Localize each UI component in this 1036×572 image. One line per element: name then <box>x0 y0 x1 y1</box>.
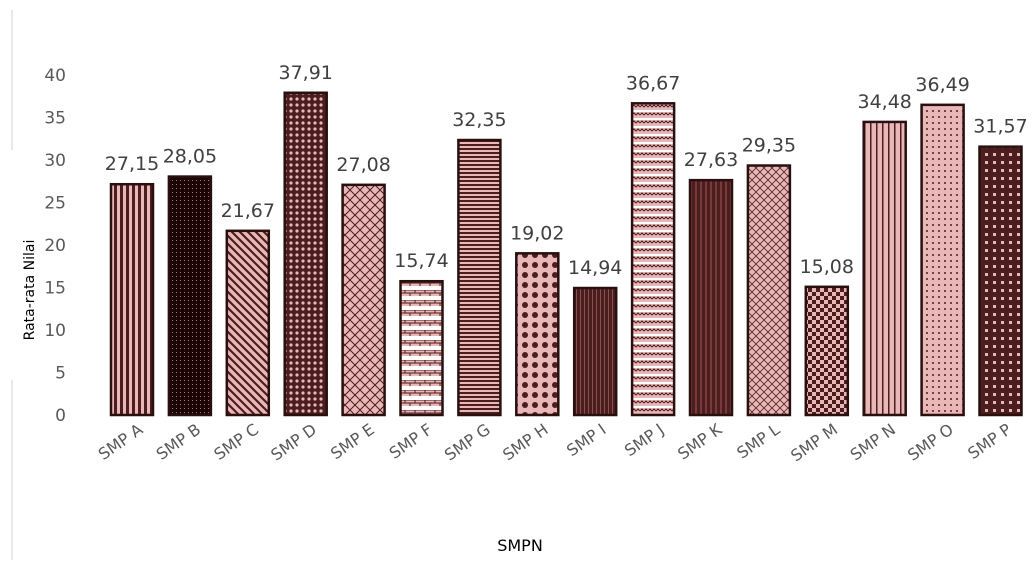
x-tick-label: SMP L <box>733 420 783 463</box>
bar <box>746 164 792 417</box>
data-label: 27,08 <box>336 154 390 176</box>
bar <box>167 175 213 417</box>
data-label: 15,74 <box>394 250 448 272</box>
data-label: 27,15 <box>105 153 159 175</box>
bar <box>109 182 155 417</box>
y-tick-label: 15 <box>44 279 66 299</box>
data-label: 36,49 <box>915 74 969 96</box>
data-label: 37,91 <box>278 62 332 84</box>
x-tick-label: SMP C <box>210 420 262 464</box>
bar <box>572 286 618 417</box>
bar <box>688 178 734 417</box>
data-label: 29,35 <box>742 135 796 157</box>
bar <box>920 103 965 417</box>
bar <box>225 229 271 417</box>
x-tick-label: SMP K <box>674 419 726 463</box>
x-tick-label: SMP D <box>267 420 320 465</box>
bar <box>399 279 444 417</box>
x-tick-label: SMP P <box>964 420 1015 463</box>
y-tick-label: 25 <box>44 194 66 214</box>
y-tick-label: 40 <box>44 66 66 86</box>
x-tick-label: SMP H <box>499 420 551 465</box>
bar <box>515 252 560 417</box>
data-label: 28,05 <box>163 146 217 168</box>
data-label: 14,94 <box>568 257 622 279</box>
bar <box>804 285 850 417</box>
data-label: 19,02 <box>510 222 564 244</box>
y-tick-label: 0 <box>55 406 66 426</box>
x-tick-label: SMP I <box>563 420 609 460</box>
y-tick-label: 30 <box>44 151 66 171</box>
y-tick-label: 35 <box>44 109 66 129</box>
x-tick-label: SMP F <box>386 420 436 463</box>
x-tick-label: SMP B <box>153 420 205 464</box>
data-label: 21,67 <box>221 200 275 222</box>
data-label: 32,35 <box>452 109 506 131</box>
y-tick-label: 10 <box>44 321 66 341</box>
y-tick-label: 20 <box>44 236 66 256</box>
data-label: 27,63 <box>684 149 738 171</box>
data-label: 34,48 <box>857 91 911 113</box>
bar <box>630 102 676 417</box>
x-tick-label: SMP O <box>904 420 957 465</box>
x-tick-label: SMP M <box>787 420 841 466</box>
y-tick-label: 5 <box>55 364 66 384</box>
data-label: 31,57 <box>973 116 1027 138</box>
x-tick-label: SMP A <box>95 420 147 464</box>
x-axis-title: SMPN <box>497 536 543 555</box>
data-label: 36,67 <box>626 72 680 94</box>
x-tick-label: SMP J <box>621 420 667 460</box>
bar <box>978 145 1023 417</box>
bar <box>341 183 386 417</box>
bar <box>457 138 502 417</box>
data-label: 15,08 <box>800 256 854 278</box>
x-tick-label: SMP N <box>847 420 899 465</box>
x-tick-label: SMP E <box>327 420 378 464</box>
x-tick-label: SMP G <box>441 420 494 465</box>
bar <box>862 120 907 417</box>
y-axis-title: Rata-rata Nilai <box>22 240 38 341</box>
bar <box>283 91 328 417</box>
